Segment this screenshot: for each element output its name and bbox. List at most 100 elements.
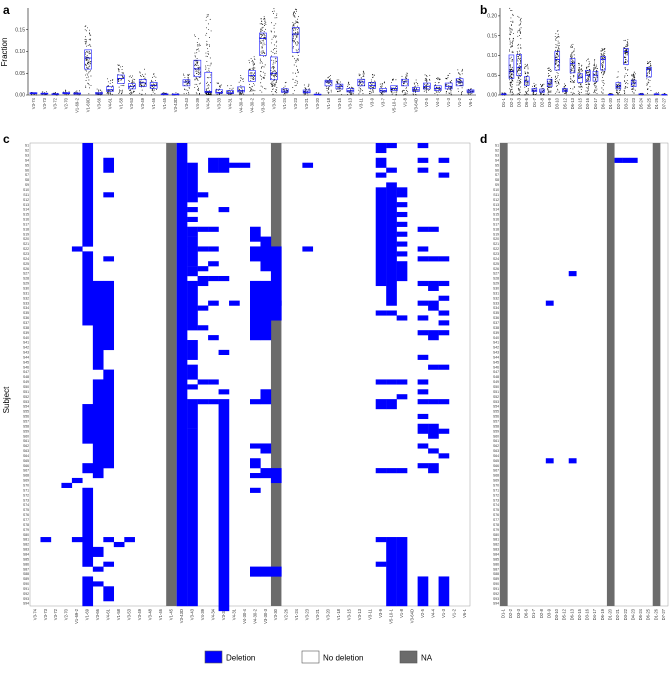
data-point [573,50,575,52]
data-point [207,15,209,17]
data-point [140,83,142,85]
data-point [550,79,552,81]
data-point [634,77,636,79]
data-point [274,70,276,72]
data-points [539,83,545,96]
data-point [262,50,264,52]
x-tick-label: V1-58 [118,97,123,109]
subject-label: S30 [493,287,499,291]
data-point [185,89,187,91]
data-point [86,77,88,79]
data-point [296,84,297,86]
data-point [604,71,606,73]
x-tick-label: V3-74 [32,608,37,620]
data-point [296,21,298,23]
data-point [208,14,209,16]
data-point [132,83,134,85]
data-point [631,78,633,80]
na-column [166,143,177,606]
data-point [293,64,295,66]
data-point [527,90,529,92]
data-point [338,86,340,88]
data-point [535,87,537,88]
data-point [86,70,87,72]
data-points [303,83,310,96]
subject-label: S75 [493,508,499,512]
data-point [533,94,535,95]
data-point [649,63,651,65]
deletion-cell [229,162,240,168]
data-point [118,71,120,73]
data-point [271,91,273,93]
data-point [262,52,264,54]
data-point [596,68,598,70]
data-point [631,74,633,76]
box [280,88,289,93]
data-point [139,84,141,85]
deletion-cell [92,566,104,572]
data-point [650,67,652,69]
data-point [65,91,67,93]
data-point [396,91,398,93]
subject-label: S35 [23,311,29,315]
subject-label: S82 [493,543,499,547]
x-tick-label: V3-73 [43,608,48,620]
data-point [623,47,625,49]
data-point [402,94,404,96]
data-point [648,79,650,81]
data-point [336,79,338,81]
data-point [572,82,574,84]
data-points [646,61,652,94]
data-point [259,40,261,42]
x-tick-label: D3-16 [585,97,590,109]
deletion-cell [417,256,429,262]
data-point [602,74,604,76]
data-point [252,76,254,78]
data-point [550,83,552,85]
data-point [617,90,618,92]
deletion-cell [208,379,219,385]
data-point [187,78,189,80]
data-point [392,89,394,91]
data-point [260,30,262,32]
data-point [556,37,557,39]
subject-label: S63 [23,449,29,453]
data-point [85,56,87,58]
data-point [403,93,405,95]
data-point [270,50,272,52]
data-point [359,74,361,76]
data-point [618,84,620,86]
data-point [362,76,364,77]
data-point [525,79,527,81]
data-point [261,50,263,52]
data-point [527,74,529,76]
data-point [351,92,353,94]
data-point [206,32,208,34]
data-point [518,83,520,85]
data-point [251,86,253,88]
data-point [131,81,133,83]
data-point [519,55,521,57]
data-point [198,43,200,45]
data-point [261,21,263,22]
data-point [631,88,633,90]
data-point [361,90,363,92]
data-point [294,32,296,33]
data-point [98,90,100,92]
x-tick-label: V3-53 [129,97,134,109]
data-point [405,90,407,91]
data-point [570,88,571,90]
data-point [406,72,408,74]
data-point [548,70,550,71]
data-point [208,37,210,38]
data-point [276,17,278,19]
data-point [461,83,463,85]
data-point [595,85,597,87]
data-point [373,86,375,88]
box [193,59,202,78]
data-point [265,21,267,23]
subject-label: S34 [23,306,29,310]
data-point [579,77,581,79]
data-point [517,35,519,37]
data-point [518,70,520,72]
